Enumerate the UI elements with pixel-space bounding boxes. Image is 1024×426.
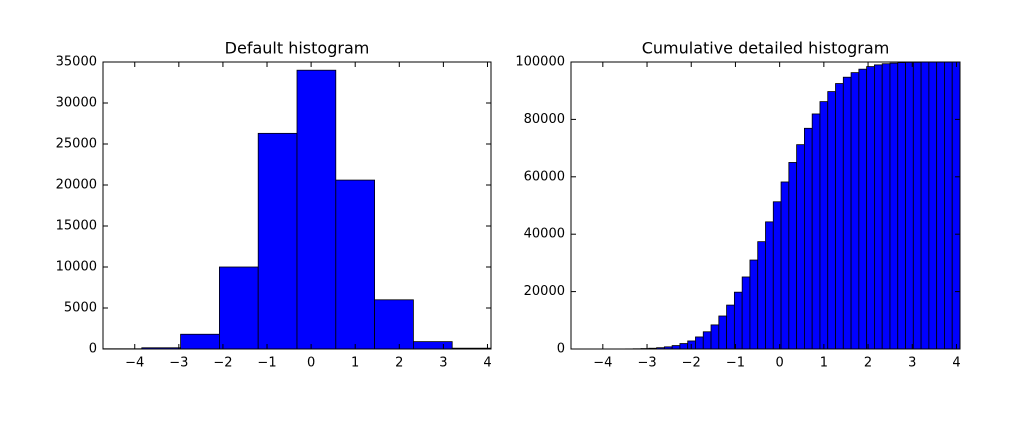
x-tick-label: 1 — [820, 356, 828, 371]
bar — [695, 336, 704, 350]
bar — [842, 76, 852, 350]
y-tick-label: 100000 — [515, 55, 565, 70]
y-tick-label: 10000 — [56, 260, 97, 275]
bar — [296, 69, 337, 350]
axes-frame — [102, 61, 492, 350]
y-tick-label: 5000 — [64, 301, 97, 316]
y-tick-label: 80000 — [524, 112, 565, 127]
x-tick-label: 0 — [776, 356, 784, 371]
y-tick-label: 35000 — [56, 55, 97, 70]
bar — [912, 61, 922, 350]
bar — [889, 62, 899, 350]
bar — [897, 62, 906, 350]
y-tick-label: 0 — [557, 342, 565, 357]
bar — [796, 144, 805, 350]
y-tick-label: 60000 — [524, 169, 565, 184]
bar — [858, 68, 868, 350]
axes-frame — [570, 61, 961, 350]
chart-title: Cumulative detailed histogram — [642, 39, 890, 58]
bar — [335, 179, 375, 350]
x-tick-label: −1 — [726, 356, 745, 371]
x-tick-label: 0 — [307, 356, 315, 371]
bar — [928, 61, 938, 350]
bar — [671, 345, 681, 350]
bar — [936, 61, 945, 350]
chart-title: Default histogram — [225, 39, 370, 58]
bar — [374, 299, 414, 350]
x-tick-label: −4 — [593, 356, 612, 371]
bar — [827, 91, 836, 350]
bar — [951, 61, 961, 350]
bar — [412, 341, 453, 350]
bar — [757, 241, 766, 350]
bar — [765, 221, 774, 350]
bar — [881, 63, 891, 350]
x-tick-label: −3 — [637, 356, 656, 371]
x-tick-label: 1 — [351, 356, 359, 371]
bar — [944, 61, 953, 350]
x-tick-label: −1 — [257, 356, 276, 371]
x-tick-label: −2 — [682, 356, 701, 371]
bar — [749, 259, 759, 350]
x-tick-label: 4 — [952, 356, 960, 371]
x-tick-label: 2 — [395, 356, 403, 371]
bar — [218, 266, 259, 350]
x-tick-label: −4 — [125, 356, 144, 371]
bar — [679, 343, 689, 350]
bar — [866, 66, 875, 350]
bar — [180, 333, 220, 350]
bar — [811, 113, 821, 350]
bar — [772, 201, 782, 350]
bar — [726, 304, 735, 350]
y-tick-label: 20000 — [524, 284, 565, 299]
x-tick-label: 3 — [908, 356, 916, 371]
bar — [710, 324, 720, 350]
y-tick-label: 15000 — [56, 219, 97, 234]
y-tick-label: 40000 — [524, 227, 565, 242]
bar — [741, 276, 751, 350]
bar — [718, 315, 728, 350]
y-tick-label: 0 — [89, 342, 97, 357]
x-tick-label: 2 — [864, 356, 872, 371]
bar — [835, 83, 844, 350]
bar — [788, 162, 798, 350]
bar — [819, 101, 829, 350]
bar — [733, 291, 743, 350]
bar — [850, 72, 860, 350]
y-tick-label: 20000 — [56, 178, 97, 193]
bar — [804, 127, 813, 350]
x-tick-label: −3 — [169, 356, 188, 371]
bar — [874, 64, 883, 350]
bar — [905, 61, 914, 350]
y-tick-label: 25000 — [56, 137, 97, 152]
y-tick-label: 30000 — [56, 96, 97, 111]
bar — [257, 132, 298, 350]
bar — [780, 181, 790, 350]
bar — [920, 61, 930, 350]
bar — [702, 331, 712, 350]
x-tick-label: 3 — [439, 356, 447, 371]
x-tick-label: 4 — [483, 356, 491, 371]
x-tick-label: −2 — [213, 356, 232, 371]
